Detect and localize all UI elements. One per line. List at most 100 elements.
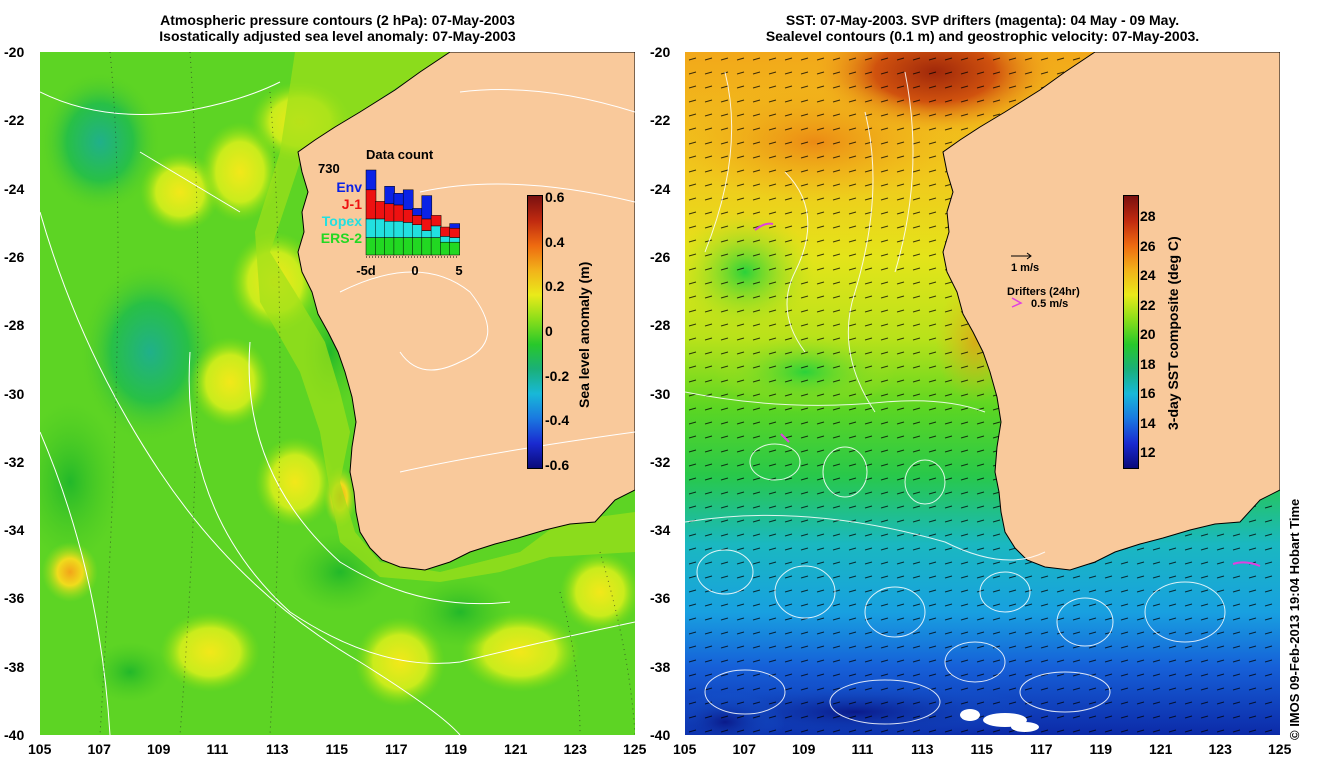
australia-landmass: [297, 52, 635, 571]
data-count-bar-j1: [365, 189, 377, 220]
data-count-bar-j1: [375, 201, 386, 220]
left-y-tick: -26: [4, 248, 25, 265]
data-count-bar-topex: [421, 230, 433, 238]
right-y-tick: -36: [650, 590, 671, 607]
sst-colorbar-tick: 20: [1140, 326, 1156, 342]
drifter-scale-arrow: [1011, 297, 1023, 308]
left-y-tick: -32: [4, 453, 25, 470]
sla-colorbar-tick: 0.6: [545, 189, 565, 205]
imos-credit: © IMOS 09-Feb-2013 19:04 Hobart Time: [1287, 498, 1302, 740]
sst-colorbar-tick: 14: [1140, 414, 1156, 431]
left-x-tick: 121: [504, 741, 528, 757]
data-count-bar-j1: [449, 227, 460, 238]
data-count-legend-env: Env: [336, 179, 362, 195]
left-title-line1: Atmospheric pressure contours (2 hPa): 0…: [160, 12, 515, 28]
pressure-contours: [40, 81, 635, 735]
data-count-legend-j-1: J-1: [342, 196, 362, 212]
data-count-bar-topex: [402, 222, 414, 238]
drifters-label: Drifters (24hr): [1007, 286, 1080, 298]
sst-colorbar-tick: 26: [1140, 237, 1156, 254]
data-count-bar-topex: [449, 237, 460, 243]
right-x-tick: 109: [792, 741, 816, 757]
data-count-bar-ers2: [402, 237, 414, 256]
right-x-tick: 119: [1089, 741, 1113, 757]
data-count-bar-env: [384, 186, 395, 205]
data-count-bar-env: [421, 195, 433, 220]
data-count-bar-ers2: [421, 237, 433, 256]
right-y-tick: -20: [650, 44, 671, 60]
left-y-tick: -20: [4, 44, 25, 60]
right-x-tick: 121: [1149, 741, 1173, 757]
data-count-bar-env: [449, 223, 460, 229]
data-count-x-tick: -5d: [356, 263, 376, 278]
left-y-tick: -30: [4, 385, 25, 402]
sst-colorbar-tick: 18: [1140, 355, 1156, 372]
left-y-tick: -36: [4, 590, 25, 607]
sst-colorbar-tick: 12: [1140, 444, 1156, 460]
sla-anomaly-field: [40, 72, 635, 707]
right-x-tick: 117: [1030, 741, 1053, 757]
left-y-tick: -28: [4, 317, 25, 334]
data-count-bar-env: [393, 193, 405, 206]
right-y-tick: -30: [650, 385, 671, 402]
data-count-bar-j1: [393, 204, 405, 222]
data-count-bar-topex: [384, 220, 395, 238]
right-title-line2: Sealevel contours (0.1 m) and geostrophi…: [765, 28, 1200, 44]
data-count-bar-ers2: [440, 241, 451, 256]
data-count-bar-ers2: [430, 237, 442, 256]
left-x-tick: 113: [266, 741, 289, 757]
data-count-x-tick: 0: [411, 263, 418, 278]
left-x-tick: 105: [28, 741, 52, 757]
left-title-line2: Isostatically adjusted sea level anomaly…: [159, 28, 516, 44]
left-y-tick: -40: [4, 727, 25, 743]
right-y-tick: -22: [650, 112, 671, 129]
data-count-bar-j1: [384, 203, 395, 222]
right-y-tick: -32: [650, 453, 671, 470]
left-x-tick: 115: [325, 741, 349, 757]
data-count-bar-topex: [393, 220, 405, 238]
data-count-bar-j1: [421, 218, 433, 231]
data-count-bar-env: [365, 169, 377, 191]
data-count-bar-topex: [365, 218, 377, 238]
sst-colorbar-tick: 22: [1140, 296, 1156, 313]
sla-colorbar-tick: 0.2: [545, 278, 565, 295]
velocity-scale-label: 1 m/s: [1011, 262, 1039, 274]
drifter-tracks: [754, 222, 1261, 567]
right-y-tick: -40: [650, 727, 671, 743]
right-x-tick: 111: [851, 741, 874, 757]
right-x-tick: 123: [1208, 741, 1232, 757]
right-y-tick: -28: [650, 317, 671, 334]
right-x-tick: 113: [911, 741, 934, 757]
data-count-bar-topex: [375, 218, 386, 238]
right-map: 1 m/s Drifters (24hr) 0.5 m/s: [685, 52, 1280, 735]
sla-colorbar-tick: -0.6: [545, 457, 570, 473]
data-count-legend-topex: Topex: [322, 213, 362, 229]
right-title-line1: SST: 07-May-2003. SVP drifters (magenta)…: [785, 12, 1180, 28]
sla-colorbar-tick: -0.4: [545, 412, 570, 429]
data-count-bar-ers2: [375, 237, 386, 256]
data-count-bar-env: [412, 208, 423, 216]
data-count-bar-j1: [440, 226, 451, 237]
sst-colorbar-tick: 24: [1140, 267, 1156, 283]
data-count-max: 730: [318, 161, 340, 176]
right-y-tick: -34: [650, 522, 671, 539]
right-y-tick: -26: [650, 248, 671, 265]
sla-colorbar-tick: 0.4: [545, 233, 565, 250]
data-count-bar-topex: [440, 236, 451, 243]
data-count-bar-ers2: [449, 241, 460, 256]
left-x-tick: 111: [206, 741, 229, 757]
data-count-bar-ers2: [412, 237, 423, 256]
right-x-tick: 115: [970, 741, 994, 757]
drifter-scale-label: 0.5 m/s: [1031, 298, 1068, 310]
sla-colorbar-label: Sea level anomaly (m): [576, 261, 592, 408]
left-y-tick: -38: [4, 658, 25, 675]
left-y-tick: -22: [4, 112, 25, 129]
data-count-bar-topex: [430, 225, 442, 238]
left-x-tick: 107: [87, 741, 111, 757]
data-count-legend-ers-2: ERS-2: [321, 230, 362, 246]
data-count-bar-ers2: [365, 237, 377, 256]
pressure-contours-land: [339, 89, 635, 473]
data-count-bar-env: [402, 189, 414, 210]
data-count-bar-j1: [430, 215, 442, 227]
